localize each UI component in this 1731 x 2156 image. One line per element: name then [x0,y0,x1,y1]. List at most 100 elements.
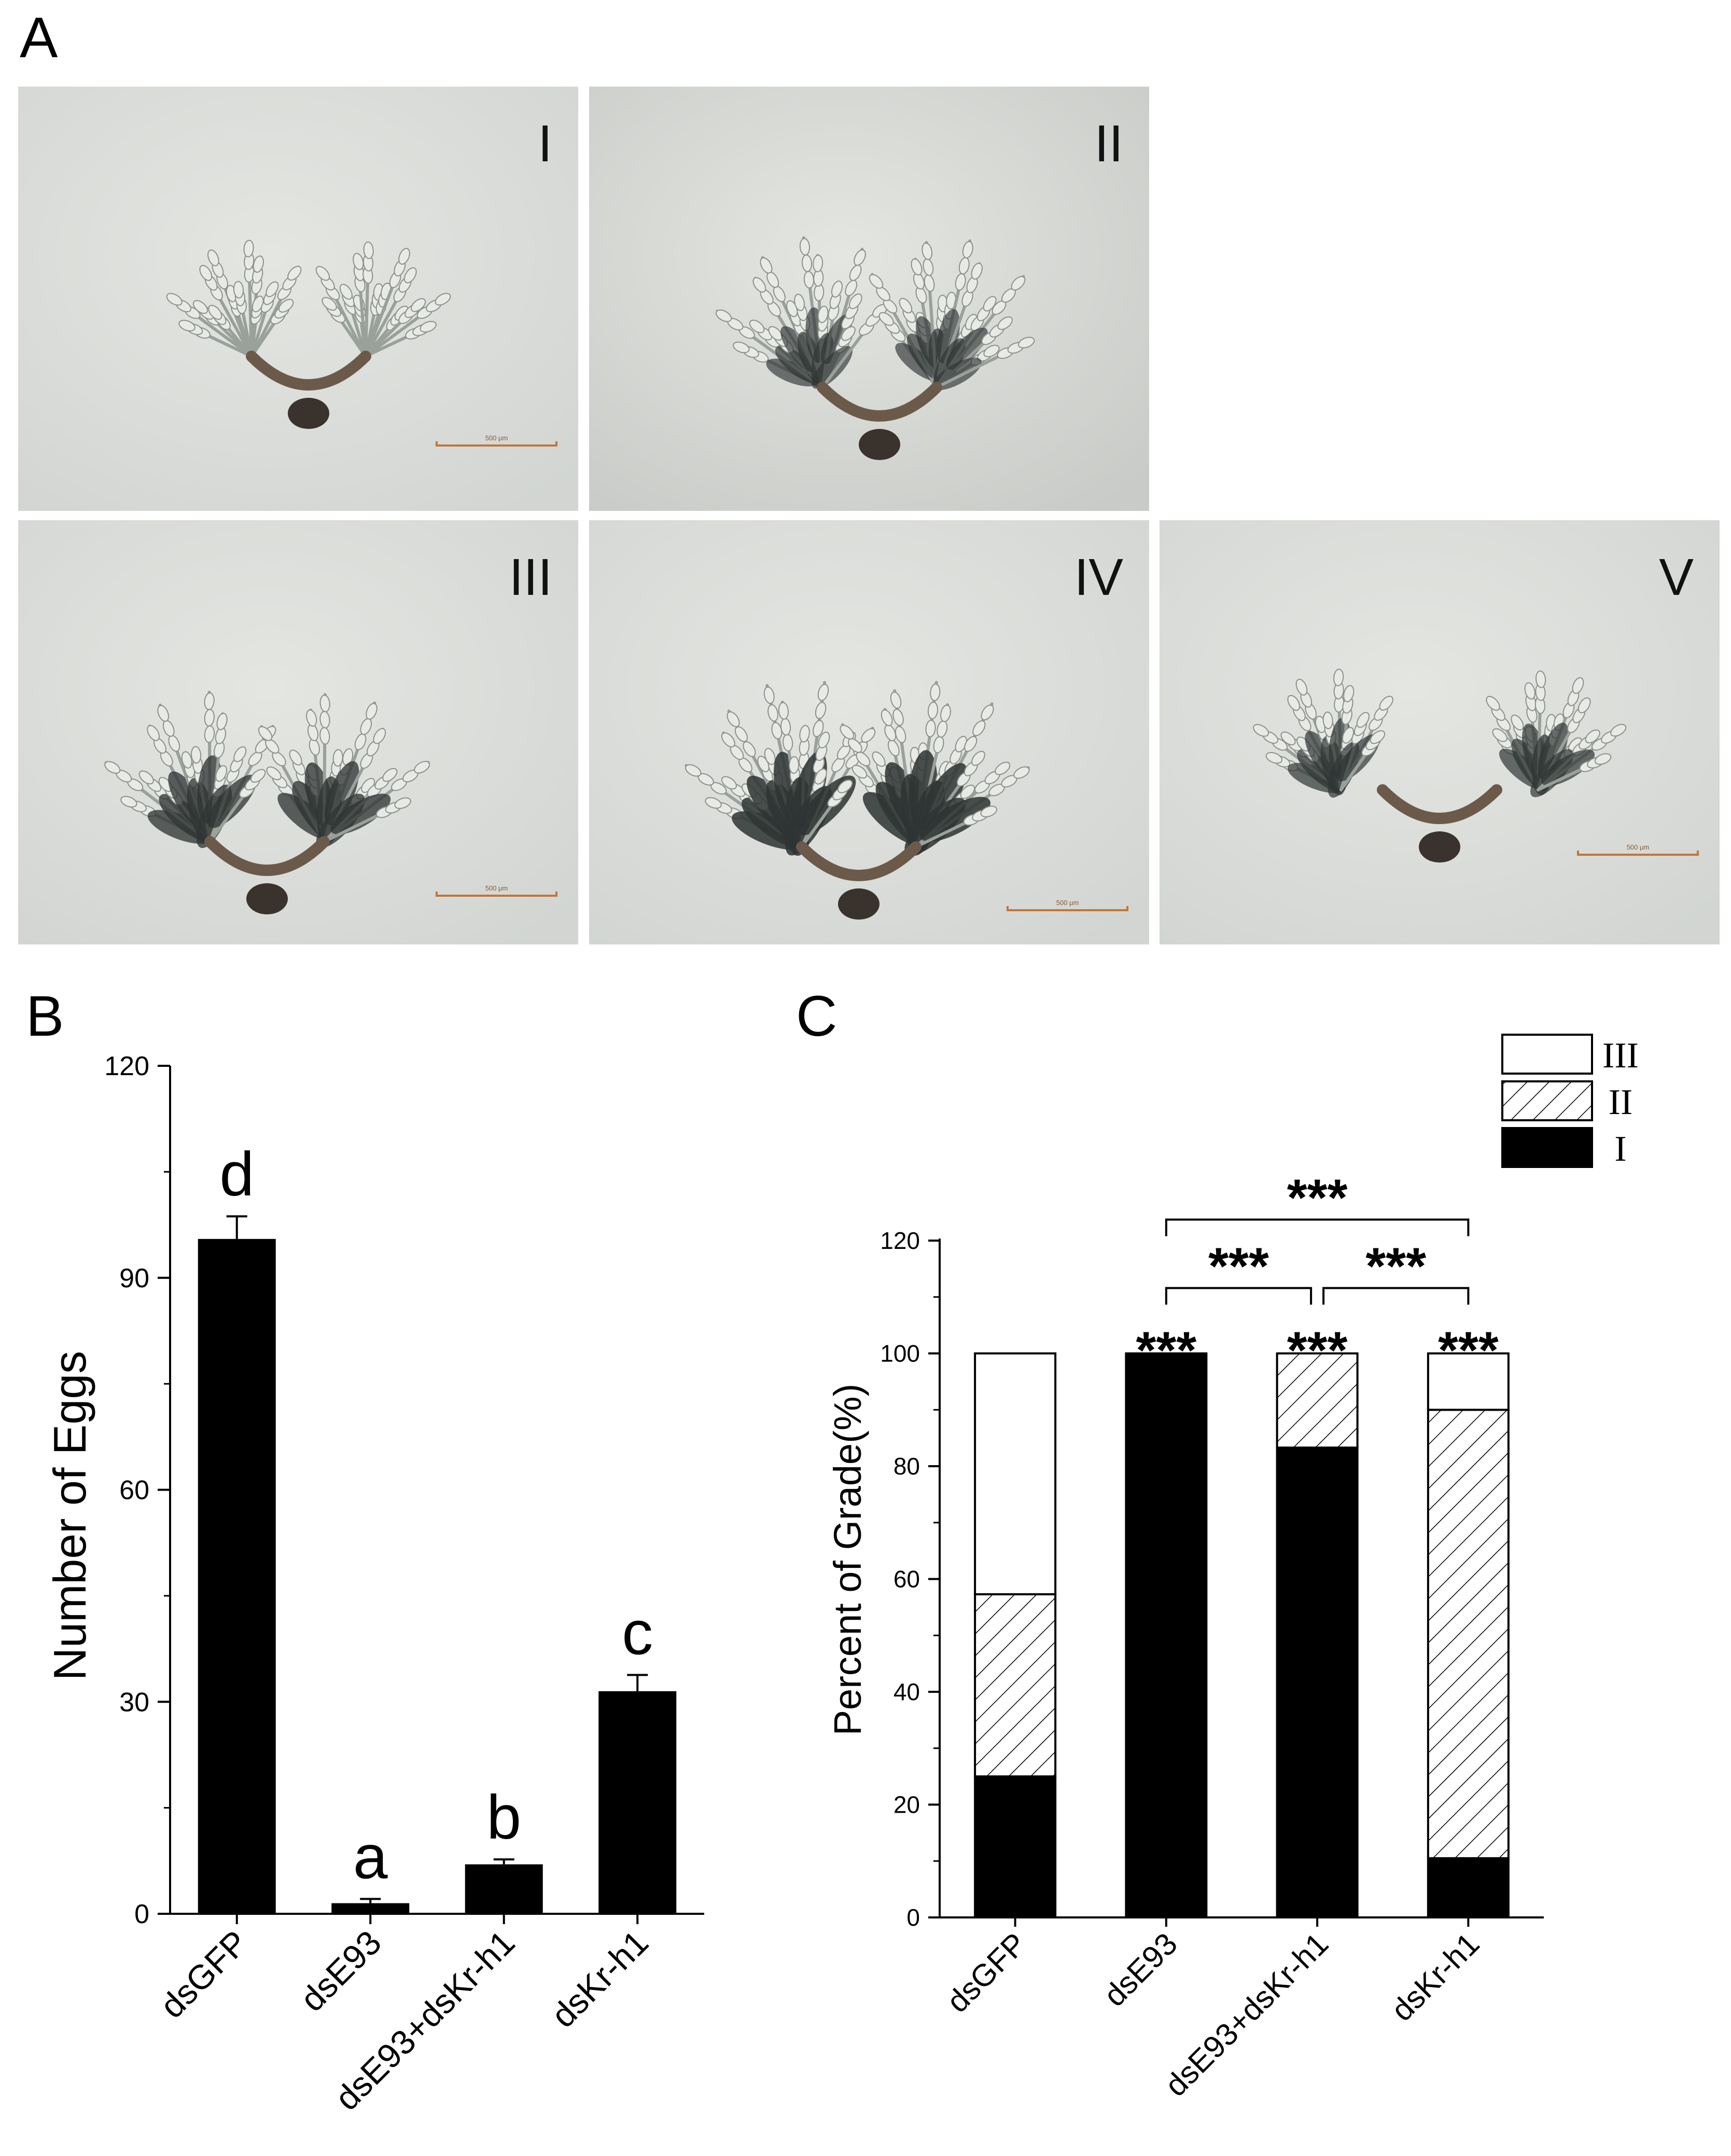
y-tick-label: 100 [880,1340,920,1367]
right-ovary [258,693,430,848]
oocyte [1356,712,1370,728]
oocyte [813,254,823,272]
stage-label: II [1094,115,1123,173]
oocyte [319,694,330,713]
stage-label: V [1659,548,1694,606]
ovary-drawing [589,520,1149,944]
ovary-drawing [18,520,578,944]
oocyte [899,298,913,314]
oocyte [373,728,386,744]
oocyte [1379,696,1393,711]
legend-swatch [1501,1034,1593,1075]
oocyte [831,281,843,298]
bracket-significance: *** [1365,1237,1426,1296]
oocyte [749,319,765,333]
oocyte [1585,729,1600,744]
oocyte [414,761,430,774]
oocyte [1253,724,1269,737]
significance-bracket [1165,1287,1313,1305]
oocyte [895,726,906,743]
oviduct [1377,784,1502,824]
mature-egg [946,327,988,370]
oocyte [157,705,169,722]
oocyte [789,756,800,774]
scale-label: 500 μm [1626,843,1650,851]
oviduct [204,836,330,876]
oocyte [764,748,776,765]
x-tick-label: dsE93 [1097,1926,1184,2013]
significance-bracket [1322,1287,1470,1305]
y-tick-label: 90 [119,1263,149,1293]
oocyte [1333,669,1344,687]
oocyte [1011,276,1026,291]
mature-egg [812,346,853,389]
oocyte [1594,753,1612,765]
right-ovary [840,680,1030,856]
oocyte [815,702,827,719]
panel-c-label: C [796,984,837,1048]
oocyte [845,280,858,297]
oocyte [208,304,222,320]
bar-significance: *** [1136,1322,1197,1380]
oocyte [743,741,756,757]
right-ovary [1486,670,1627,797]
y-tick-label: 60 [119,1476,149,1506]
ovary-photo-stage-ii: II [589,87,1149,511]
stacked-bar-segment [1427,1857,1510,1918]
oocyte [734,726,748,742]
oocyte [1017,337,1035,349]
oocyte [813,720,824,738]
oocyte [878,312,894,326]
oocyte [854,249,866,266]
stacked-bar-segment [1276,1446,1359,1918]
oocyte [763,686,775,704]
ovary-drawing [1160,520,1720,944]
oocyte [1322,712,1333,729]
legend-label: II [1609,1082,1633,1122]
oocyte [403,267,417,284]
x-tick-label: dsE93 [292,1923,388,2019]
x-tick-label: dsE93+dsKr-h1 [1158,1926,1335,2103]
scale-bar: 500 μm [436,434,557,447]
legend-label: I [1614,1129,1626,1169]
oocyte [250,769,266,783]
mature-egg [330,794,391,834]
left-ovary [715,236,888,389]
oocyte [851,764,868,779]
oocyte [1572,677,1584,694]
oocyte [192,300,208,314]
x-tick-label: dsGFP [152,1923,255,2026]
scale-label: 500 μm [1056,899,1079,907]
common-oviduct [859,429,900,460]
x-tick-label: dsGFP [940,1926,1032,2019]
oocyte [817,684,829,701]
oocyte [972,720,986,736]
common-oviduct [246,883,288,914]
oocyte [840,725,855,740]
stacked-bar-segment [974,1352,1057,1595]
oocyte [705,797,722,809]
mature-egg [1541,749,1595,786]
oocyte [685,764,702,777]
oocyte [922,242,933,260]
oocyte [892,708,904,726]
oocyte [287,266,302,281]
oocyte [971,750,985,766]
oocyte [767,704,778,722]
significance-letter: a [353,1822,388,1891]
oocyte [1492,728,1507,742]
bracket-significance: *** [1287,1169,1348,1227]
y-axis-label: Percent of Grade(%) [826,1384,869,1736]
oocyte [1511,714,1524,731]
oocyte [1343,685,1355,703]
oocyte [964,736,978,752]
oocyte [752,277,766,293]
left-ovary [166,240,302,358]
oocyte [166,293,183,306]
scale-bar: 500 μm [1007,899,1128,911]
oocyte [872,751,886,767]
common-oviduct [288,398,329,429]
ovary-drawing [589,87,1149,511]
oocyte [243,240,254,258]
stacked-bar-segment [1125,1352,1208,1918]
